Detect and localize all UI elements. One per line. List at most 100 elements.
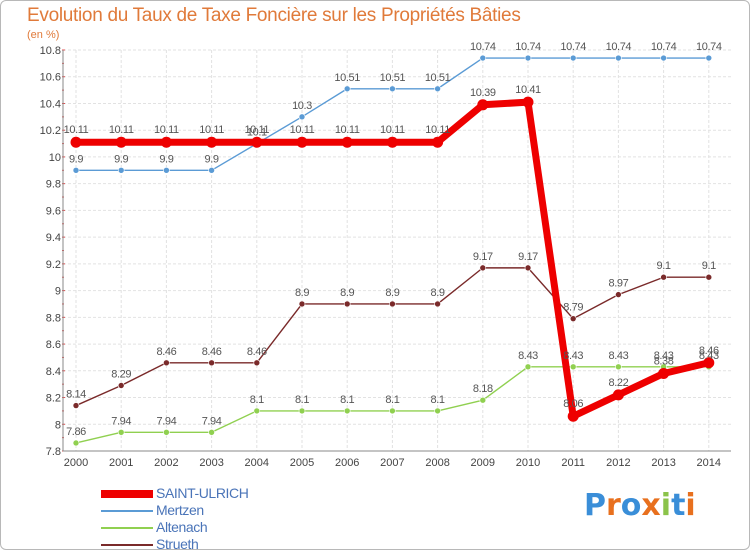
data-point-strueth xyxy=(660,273,667,281)
logo-letter: r xyxy=(606,488,621,523)
data-label-strueth: 8.9 xyxy=(431,287,445,299)
data-label-altenach: 8.43 xyxy=(518,350,538,362)
x-tick-label: 2007 xyxy=(380,457,404,469)
data-point-altenach xyxy=(117,428,125,436)
data-label-mertzen: 9.9 xyxy=(205,153,219,165)
data-point-strueth xyxy=(569,315,577,322)
data-point-strueth xyxy=(615,291,622,298)
data-point-altenach xyxy=(615,363,622,371)
legend-swatch-saint-ulrich xyxy=(101,490,153,498)
data-point-saint-ulrich xyxy=(477,99,489,111)
logo-letter: o xyxy=(620,488,642,523)
data-label-saint-ulrich: 10.11 xyxy=(64,124,89,136)
data-point-strueth xyxy=(208,359,215,367)
data-label-saint-ulrich: 10.11 xyxy=(335,124,360,136)
data-label-mertzen: 10.74 xyxy=(515,41,541,53)
data-label-saint-ulrich: 10.11 xyxy=(109,124,134,136)
data-label-altenach: 7.94 xyxy=(111,415,131,427)
x-tick-label: 2009 xyxy=(471,457,495,469)
data-label-strueth: 8.29 xyxy=(111,369,131,381)
axis-layer: 7.888.28.48.68.899.29.49.69.81010.210.41… xyxy=(40,45,731,469)
data-label-strueth: 9.1 xyxy=(657,260,671,272)
x-tick-label: 2012 xyxy=(606,457,630,469)
series-layer xyxy=(70,54,715,447)
data-label-altenach: 8.43 xyxy=(699,350,719,362)
y-tick-label: 8.4 xyxy=(46,366,61,378)
x-tick-label: 2002 xyxy=(154,457,178,469)
y-tick-label: 10 xyxy=(49,152,61,164)
data-point-strueth xyxy=(389,300,396,308)
y-tick-label: 8.6 xyxy=(46,339,61,351)
data-label-mertzen: 10.74 xyxy=(606,41,632,53)
data-point-altenach xyxy=(72,439,80,447)
data-point-mertzen xyxy=(117,167,125,174)
data-point-saint-ulrich xyxy=(251,136,263,148)
data-point-saint-ulrich xyxy=(115,136,127,148)
data-label-saint-ulrich: 8.22 xyxy=(608,377,628,389)
data-label-mertzen: 10.51 xyxy=(425,72,451,84)
y-tick-label: 9.4 xyxy=(46,232,61,244)
data-point-saint-ulrich xyxy=(703,357,715,369)
y-tick-label: 9.8 xyxy=(46,179,61,191)
data-point-strueth xyxy=(524,264,532,272)
data-label-saint-ulrich: 10.11 xyxy=(154,124,179,136)
logo-letter: P xyxy=(584,488,606,523)
data-label-mertzen: 10.74 xyxy=(560,41,586,53)
data-point-mertzen xyxy=(569,54,577,62)
data-label-strueth: 9.17 xyxy=(518,251,538,263)
data-label-strueth: 8.9 xyxy=(340,287,354,299)
data-label-saint-ulrich: 10.41 xyxy=(515,84,541,96)
data-label-altenach: 7.94 xyxy=(156,415,176,427)
data-point-strueth xyxy=(163,359,170,367)
data-point-altenach xyxy=(253,407,261,415)
data-label-strueth: 9.1 xyxy=(702,260,716,272)
data-point-mertzen xyxy=(615,54,622,62)
x-tick-label: 2006 xyxy=(335,457,359,469)
data-label-mertzen: 9.9 xyxy=(69,153,83,165)
plot-area xyxy=(63,50,731,451)
data-label-strueth: 8.97 xyxy=(608,278,628,290)
data-point-altenach xyxy=(569,363,577,371)
legend-label-mertzen: Mertzen xyxy=(156,502,204,518)
data-label-altenach: 8.43 xyxy=(563,350,583,362)
data-label-mertzen: 9.9 xyxy=(114,153,128,165)
data-label-mertzen: 10.74 xyxy=(651,41,677,53)
data-point-mertzen xyxy=(343,85,351,93)
data-point-mertzen xyxy=(389,85,396,93)
data-label-altenach: 8.1 xyxy=(250,394,264,406)
data-point-saint-ulrich xyxy=(206,136,218,148)
data-label-mertzen: 10.74 xyxy=(696,41,722,53)
data-label-strueth: 8.46 xyxy=(247,346,267,358)
y-tick-label: 8.2 xyxy=(46,393,61,405)
data-point-altenach xyxy=(343,407,351,415)
data-label-altenach: 7.86 xyxy=(66,426,86,438)
data-point-saint-ulrich xyxy=(522,96,534,108)
x-tick-label: 2014 xyxy=(697,457,721,469)
data-point-saint-ulrich xyxy=(432,136,444,148)
data-point-mertzen xyxy=(72,167,80,174)
data-point-strueth xyxy=(705,273,713,281)
data-point-strueth xyxy=(72,402,80,409)
data-point-altenach xyxy=(524,363,532,371)
data-label-saint-ulrich: 8.06 xyxy=(563,398,583,410)
y-tick-label: 8 xyxy=(55,419,61,431)
data-label-altenach: 8.43 xyxy=(654,350,674,362)
x-tick-label: 2001 xyxy=(109,457,133,469)
data-label-strueth: 8.14 xyxy=(66,389,86,401)
data-label-altenach: 8.18 xyxy=(473,383,493,395)
data-label-mertzen: 9.9 xyxy=(159,153,173,165)
logo-letter: t xyxy=(671,488,686,523)
data-point-altenach xyxy=(163,428,170,436)
data-point-altenach xyxy=(208,428,215,436)
data-point-saint-ulrich xyxy=(612,389,624,401)
data-point-mertzen xyxy=(705,54,713,62)
y-tick-label: 8.8 xyxy=(46,312,61,324)
legend-swatch-strueth xyxy=(101,544,153,546)
data-point-saint-ulrich xyxy=(567,410,579,422)
data-point-saint-ulrich xyxy=(296,136,308,148)
data-label-altenach: 8.1 xyxy=(385,394,399,406)
data-point-mertzen xyxy=(434,85,441,93)
legend-label-altenach: Altenach xyxy=(156,519,208,535)
